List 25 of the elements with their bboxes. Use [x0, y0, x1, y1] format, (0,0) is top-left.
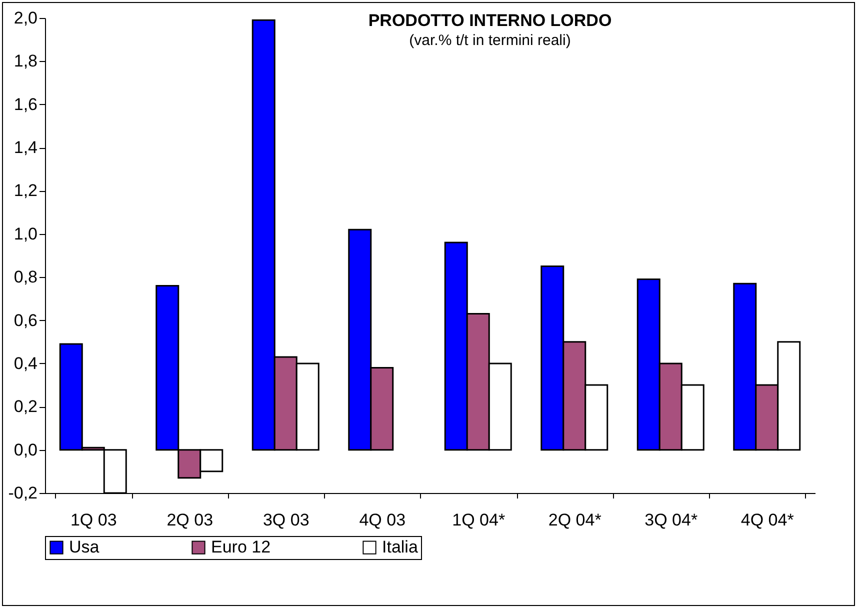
x-tick-label: 4Q 03 [359, 510, 406, 530]
y-tick-label: 1,0 [14, 224, 38, 244]
x-tick-label: 2Q 03 [166, 510, 214, 530]
y-tick-label: -0,2 [8, 484, 38, 502]
legend-label: Italia [382, 538, 418, 557]
y-tick-label: 1,4 [14, 138, 38, 158]
text: (var.% t/t in termini reali) [409, 32, 571, 49]
y-tick-label: 0,2 [14, 397, 38, 416]
y-tick-label: 0,0 [14, 440, 38, 460]
x-tick-label: 3Q 04* [644, 510, 698, 530]
y-tick-label: 1,2 [14, 181, 38, 200]
x-tick-label: 1Q 04* [452, 510, 506, 530]
x-tick-label: 4Q 04* [740, 510, 794, 530]
y-tick-label: 1,6 [14, 94, 38, 114]
x-tick-label: 2Q 04* [548, 510, 602, 530]
legend-label: Usa [69, 538, 100, 557]
x-tick-label: 3Q 03 [262, 510, 310, 530]
y-tick-label: 0,8 [14, 268, 38, 287]
chart-title: PRODOTTO INTERNO LORDO [368, 11, 612, 30]
y-tick-label: 2,0 [14, 8, 38, 28]
y-tick-label: 1,8 [14, 52, 38, 71]
y-tick-label: 0,6 [14, 310, 38, 330]
legend-label: Euro 12 [211, 538, 271, 557]
y-tick-label: 0,4 [14, 354, 38, 373]
x-tick-label: 1Q 03 [70, 510, 117, 530]
